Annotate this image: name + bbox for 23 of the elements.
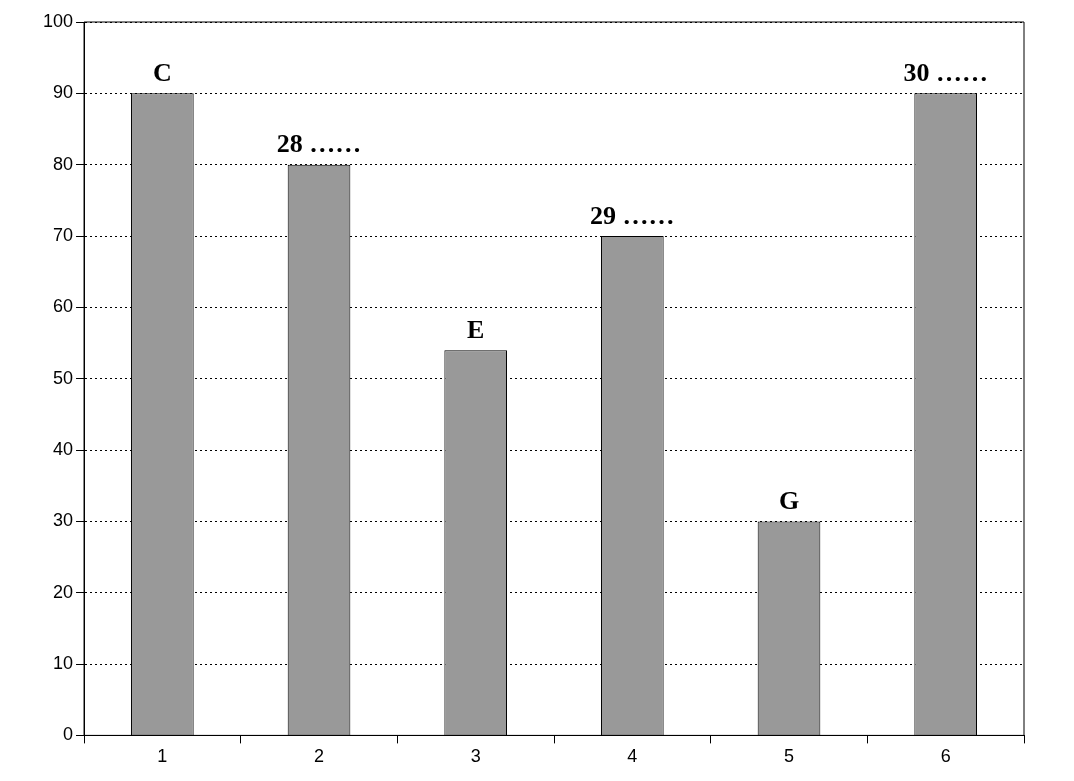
annotation: 28 …… bbox=[276, 129, 362, 159]
x-tick-label: 1 bbox=[157, 746, 168, 767]
x-tick-label: 3 bbox=[470, 746, 481, 767]
y-tick-label: 100 bbox=[42, 10, 74, 31]
y-tick-label: 70 bbox=[53, 224, 74, 245]
annotation: 29 …… bbox=[590, 200, 675, 230]
x-tick-label: 5 bbox=[784, 746, 795, 767]
y-tick-label: 50 bbox=[53, 367, 74, 388]
y-tick-label: 10 bbox=[53, 653, 74, 674]
y-tick-label: 30 bbox=[53, 510, 74, 531]
x-tick-label: 4 bbox=[627, 746, 638, 767]
x-tick-label: 6 bbox=[940, 746, 951, 767]
y-tick-label: 40 bbox=[53, 439, 74, 460]
y-tick-label: 0 bbox=[63, 724, 74, 745]
y-tick-label: 90 bbox=[53, 82, 74, 103]
y-tick-label: 60 bbox=[53, 296, 74, 317]
annotation: 30 …… bbox=[903, 58, 988, 88]
y-tick-label: 80 bbox=[53, 153, 74, 174]
x-tick-label: 2 bbox=[314, 746, 325, 767]
annotation: G bbox=[778, 486, 800, 516]
y-tick-label: 20 bbox=[53, 581, 74, 602]
annotation: C bbox=[152, 58, 172, 88]
annotation: E bbox=[467, 314, 485, 344]
